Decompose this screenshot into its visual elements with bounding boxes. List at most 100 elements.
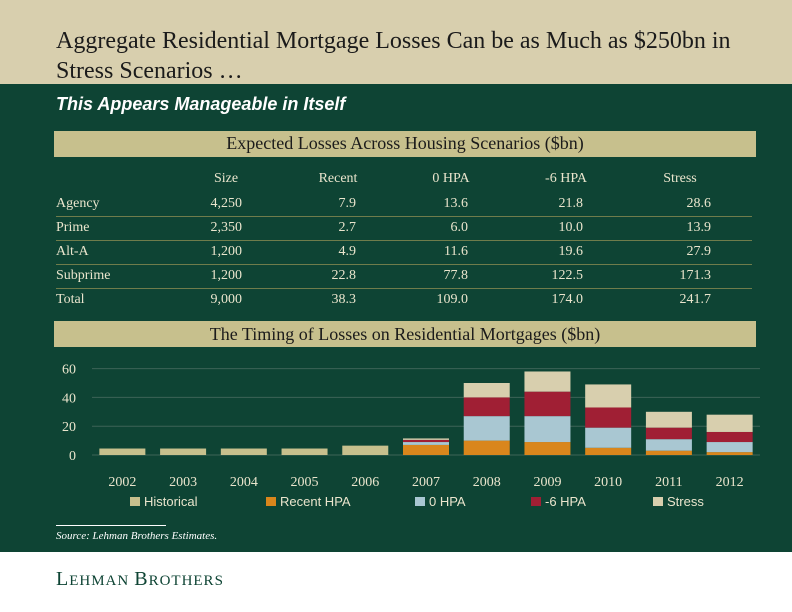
bar-segment — [281, 448, 328, 455]
table-col-size: Size — [213, 171, 239, 186]
table-row-rule — [56, 216, 752, 217]
y-tick-label: 20 — [62, 420, 76, 435]
table-row-rule — [56, 240, 752, 241]
table-col-0hpa: 0 HPA — [432, 171, 470, 186]
bar-segment — [342, 445, 389, 455]
table-title-band — [54, 131, 756, 157]
table-cell: 171.3 — [679, 268, 712, 283]
chart-title-band — [54, 321, 756, 347]
table-cell: 77.8 — [443, 268, 469, 283]
bar-segment — [706, 452, 753, 455]
bar-segment — [403, 442, 449, 445]
table-row-rule — [56, 264, 752, 265]
chart-title: The Timing of Losses on Residential Mort… — [209, 324, 601, 344]
table-cell: 22.8 — [331, 268, 357, 283]
x-tick-label: 2005 — [291, 475, 319, 490]
bar-segment — [99, 448, 146, 455]
slide-subtitle: This Appears Manageable in Itself — [56, 94, 346, 114]
bar-segment — [645, 411, 692, 428]
bar-segment — [524, 442, 571, 455]
bar-segment — [524, 416, 571, 443]
table-cell: 109.0 — [436, 292, 469, 307]
table-title: Expected Losses Across Housing Scenarios… — [226, 133, 584, 153]
bar-segment — [706, 414, 753, 432]
legend-label: -6 HPA — [545, 494, 586, 509]
title-band — [0, 0, 792, 84]
bar-segment — [585, 447, 632, 455]
slide-title: Aggregate Residential Mortgage Losses Ca… — [56, 28, 731, 84]
table-cell: 10.0 — [558, 220, 584, 235]
stacked-bar-chart: 0 20 40 60 2002 2003 2004 2005 2006 2007 2008 2009 2… — [62, 363, 760, 509]
table-cell: 9,000 — [210, 292, 243, 307]
bar-segment — [463, 397, 510, 417]
bar-segment — [585, 427, 632, 448]
table-cell: 13.6 — [443, 196, 469, 211]
bar-segment — [645, 427, 692, 440]
table-cell: 7.9 — [338, 196, 357, 211]
table-cell: 1,200 — [210, 268, 243, 283]
table-cell: 28.6 — [686, 196, 712, 211]
bar-segment — [706, 442, 753, 453]
content-panel — [0, 84, 792, 552]
bar-segment — [706, 431, 753, 443]
bar-segment — [585, 384, 632, 408]
bar-segment — [463, 440, 510, 455]
x-tick-label: 2002 — [108, 475, 136, 490]
legend-swatch — [415, 497, 425, 506]
x-tick-label: 2006 — [351, 475, 379, 490]
legend-swatch — [531, 497, 541, 506]
table-col-stress: Stress — [663, 171, 697, 186]
y-tick-label: 60 — [62, 363, 76, 378]
table-cell: 4,250 — [210, 196, 243, 211]
x-tick-label: 2012 — [716, 475, 744, 490]
bar-segment — [463, 383, 510, 398]
legend-swatch — [653, 497, 663, 506]
table-cell: 11.6 — [444, 244, 468, 259]
table-cell: 122.5 — [551, 268, 584, 283]
y-tick-label: 0 — [69, 449, 76, 464]
legend-label: Recent HPA — [280, 494, 351, 509]
bar-segment — [645, 450, 692, 455]
table-cell: 13.9 — [686, 220, 712, 235]
table-cell: 1,200 — [210, 244, 243, 259]
table-cell: 27.9 — [686, 244, 712, 259]
bar-segment — [403, 439, 449, 443]
table-cell: 174.0 — [551, 292, 584, 307]
table-cell: 4.9 — [338, 244, 357, 259]
table-cell: 19.6 — [558, 244, 584, 259]
legend-label: Historical — [144, 494, 198, 509]
bar-segment — [403, 438, 449, 440]
table-cell: 2,350 — [210, 220, 243, 235]
table-col-6hpa: -6 HPA — [545, 171, 587, 186]
lehman-brothers-logo: LEHMAN BROTHERS — [56, 568, 224, 590]
legend-swatch — [130, 497, 140, 506]
x-tick-label: 2011 — [655, 475, 682, 490]
table-row-label: Total — [56, 292, 85, 307]
x-tick-label: 2007 — [412, 475, 440, 490]
legend-swatch — [266, 497, 276, 506]
legend-label: 0 HPA — [429, 494, 466, 509]
table-cell: 6.0 — [450, 220, 469, 235]
source-note: Source: Lehman Brothers Estimates. — [56, 530, 218, 542]
bar-segment — [645, 439, 692, 451]
table-cell: 2.7 — [338, 220, 357, 235]
bar-segment — [585, 407, 632, 428]
legend-label: Stress — [667, 494, 704, 509]
y-tick-label: 40 — [62, 391, 76, 406]
bar-segment — [403, 444, 449, 455]
bar-segment — [524, 371, 571, 392]
table-cell: 241.7 — [679, 292, 712, 307]
table-col-recent: Recent — [318, 171, 358, 186]
table-row-label: Subprime — [56, 268, 111, 283]
source-rule — [56, 525, 166, 526]
table-row-label: Alt-A — [56, 244, 89, 259]
table-row-label: Agency — [56, 196, 100, 211]
x-tick-label: 2004 — [230, 475, 258, 490]
bar-segment — [220, 448, 267, 455]
table-cell: 21.8 — [558, 196, 584, 211]
table-row-rule — [56, 288, 752, 289]
x-tick-label: 2009 — [533, 475, 561, 490]
bar-segment — [524, 391, 571, 417]
x-tick-label: 2010 — [594, 475, 622, 490]
x-tick-label: 2003 — [169, 475, 197, 490]
